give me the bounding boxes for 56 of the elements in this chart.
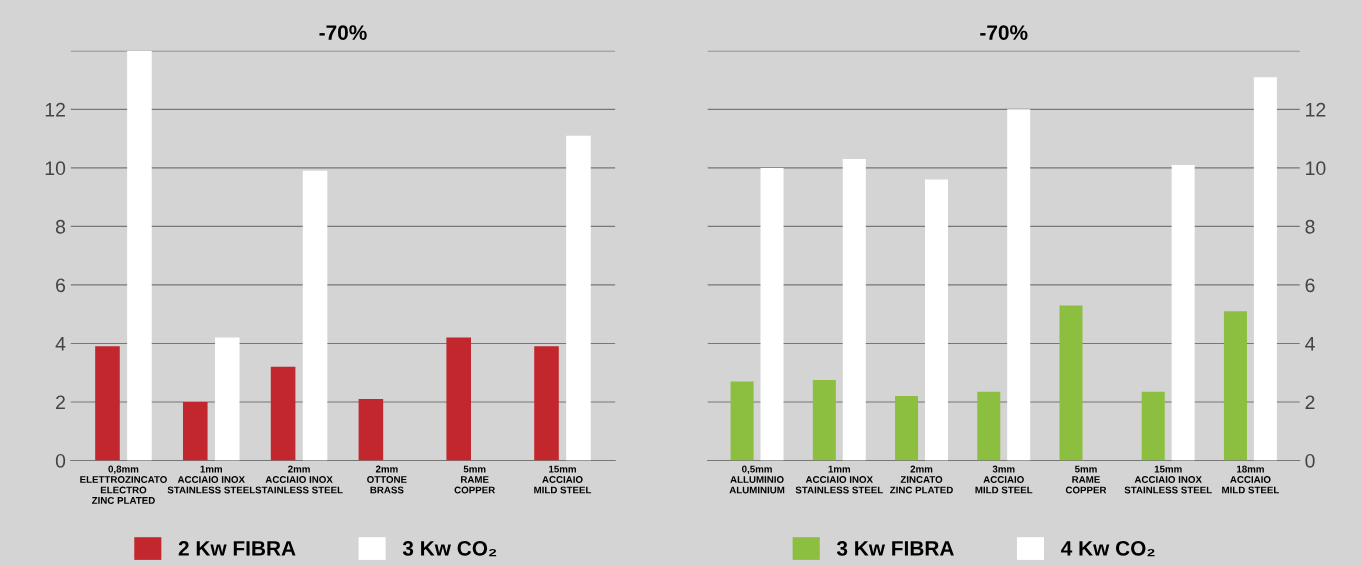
bar — [127, 50, 152, 461]
bar — [730, 381, 754, 461]
bar — [977, 391, 1001, 461]
x-tick-label: 1mm ACCIAIO INOX STAINLESS STEEL — [795, 465, 883, 494]
x-tick-label: 2mm OTTONE BRASS — [367, 465, 407, 494]
bar — [924, 179, 948, 461]
chart-title: -70% — [980, 25, 1028, 40]
bar — [182, 401, 208, 461]
bar — [302, 170, 328, 461]
bar — [842, 159, 866, 461]
x-tick-label: 5mm RAME COPPER — [454, 465, 496, 494]
x-tick-label: 0,5mm ALLUMINIO ALUMINIUM — [729, 465, 785, 494]
legend-label: 3 Kw FIBRA — [836, 540, 954, 556]
bar — [1223, 311, 1247, 461]
x-tick-label: 0,8mm ELETTROZINCATO ELECTRO ZINC PLATED — [80, 465, 167, 504]
bar — [566, 135, 591, 461]
chart-title: -70% — [319, 25, 367, 40]
y-tick-label: 8 — [1305, 219, 1315, 234]
y-tick-label: 12 — [45, 102, 65, 117]
bar — [270, 366, 296, 461]
y-tick-label: 6 — [56, 278, 66, 293]
bar — [812, 380, 836, 461]
bar — [358, 399, 384, 461]
legend-label: 3 Kw CO₂ — [402, 540, 497, 557]
x-tick-label: 2mm ACCIAIO INOX STAINLESS STEEL — [255, 465, 343, 494]
y-tick-label: 0 — [1305, 453, 1315, 468]
y-tick-label: 6 — [1305, 278, 1315, 293]
x-tick-label: 15mm ACCIAIO MILD STEEL — [534, 465, 592, 494]
bar — [95, 346, 120, 461]
y-tick-label: 12 — [1306, 102, 1326, 117]
y-tick-label: 10 — [1306, 161, 1326, 176]
y-tick-label: 8 — [55, 219, 66, 234]
y-tick-label: 0 — [55, 453, 66, 468]
x-tick-label: 15mm ACCIAIO INOX STAINLESS STEEL — [1124, 465, 1212, 494]
bar — [760, 167, 784, 461]
bar — [446, 337, 471, 461]
y-tick-label: 4 — [55, 337, 66, 351]
bar — [1253, 77, 1277, 461]
x-tick-label: 2mm ZINCATO ZINC PLATED — [890, 465, 953, 494]
y-tick-label: 2 — [56, 395, 65, 409]
x-tick-label: 1mm ACCIAIO INOX STAINLESS STEEL — [167, 465, 255, 494]
y-tick-label: 10 — [45, 161, 66, 176]
bar — [1141, 391, 1165, 461]
bar — [895, 396, 919, 461]
legend-label: 4 Kw CO₂ — [1061, 540, 1155, 557]
bar — [534, 346, 559, 461]
bar — [1059, 305, 1083, 461]
x-tick-label: 3mm ACCIAIO MILD STEEL — [975, 465, 1033, 494]
x-tick-label: 5mm RAME COPPER — [1065, 465, 1107, 494]
y-tick-label: 4 — [1305, 337, 1315, 351]
y-tick-label: 2 — [1305, 395, 1315, 409]
legend-label: 2 Kw FIBRA — [178, 540, 296, 556]
bar — [1171, 164, 1195, 461]
bar — [1007, 109, 1031, 461]
x-tick-label: 18mm ACCIAIO MILD STEEL — [1222, 465, 1280, 494]
bar — [214, 337, 240, 461]
